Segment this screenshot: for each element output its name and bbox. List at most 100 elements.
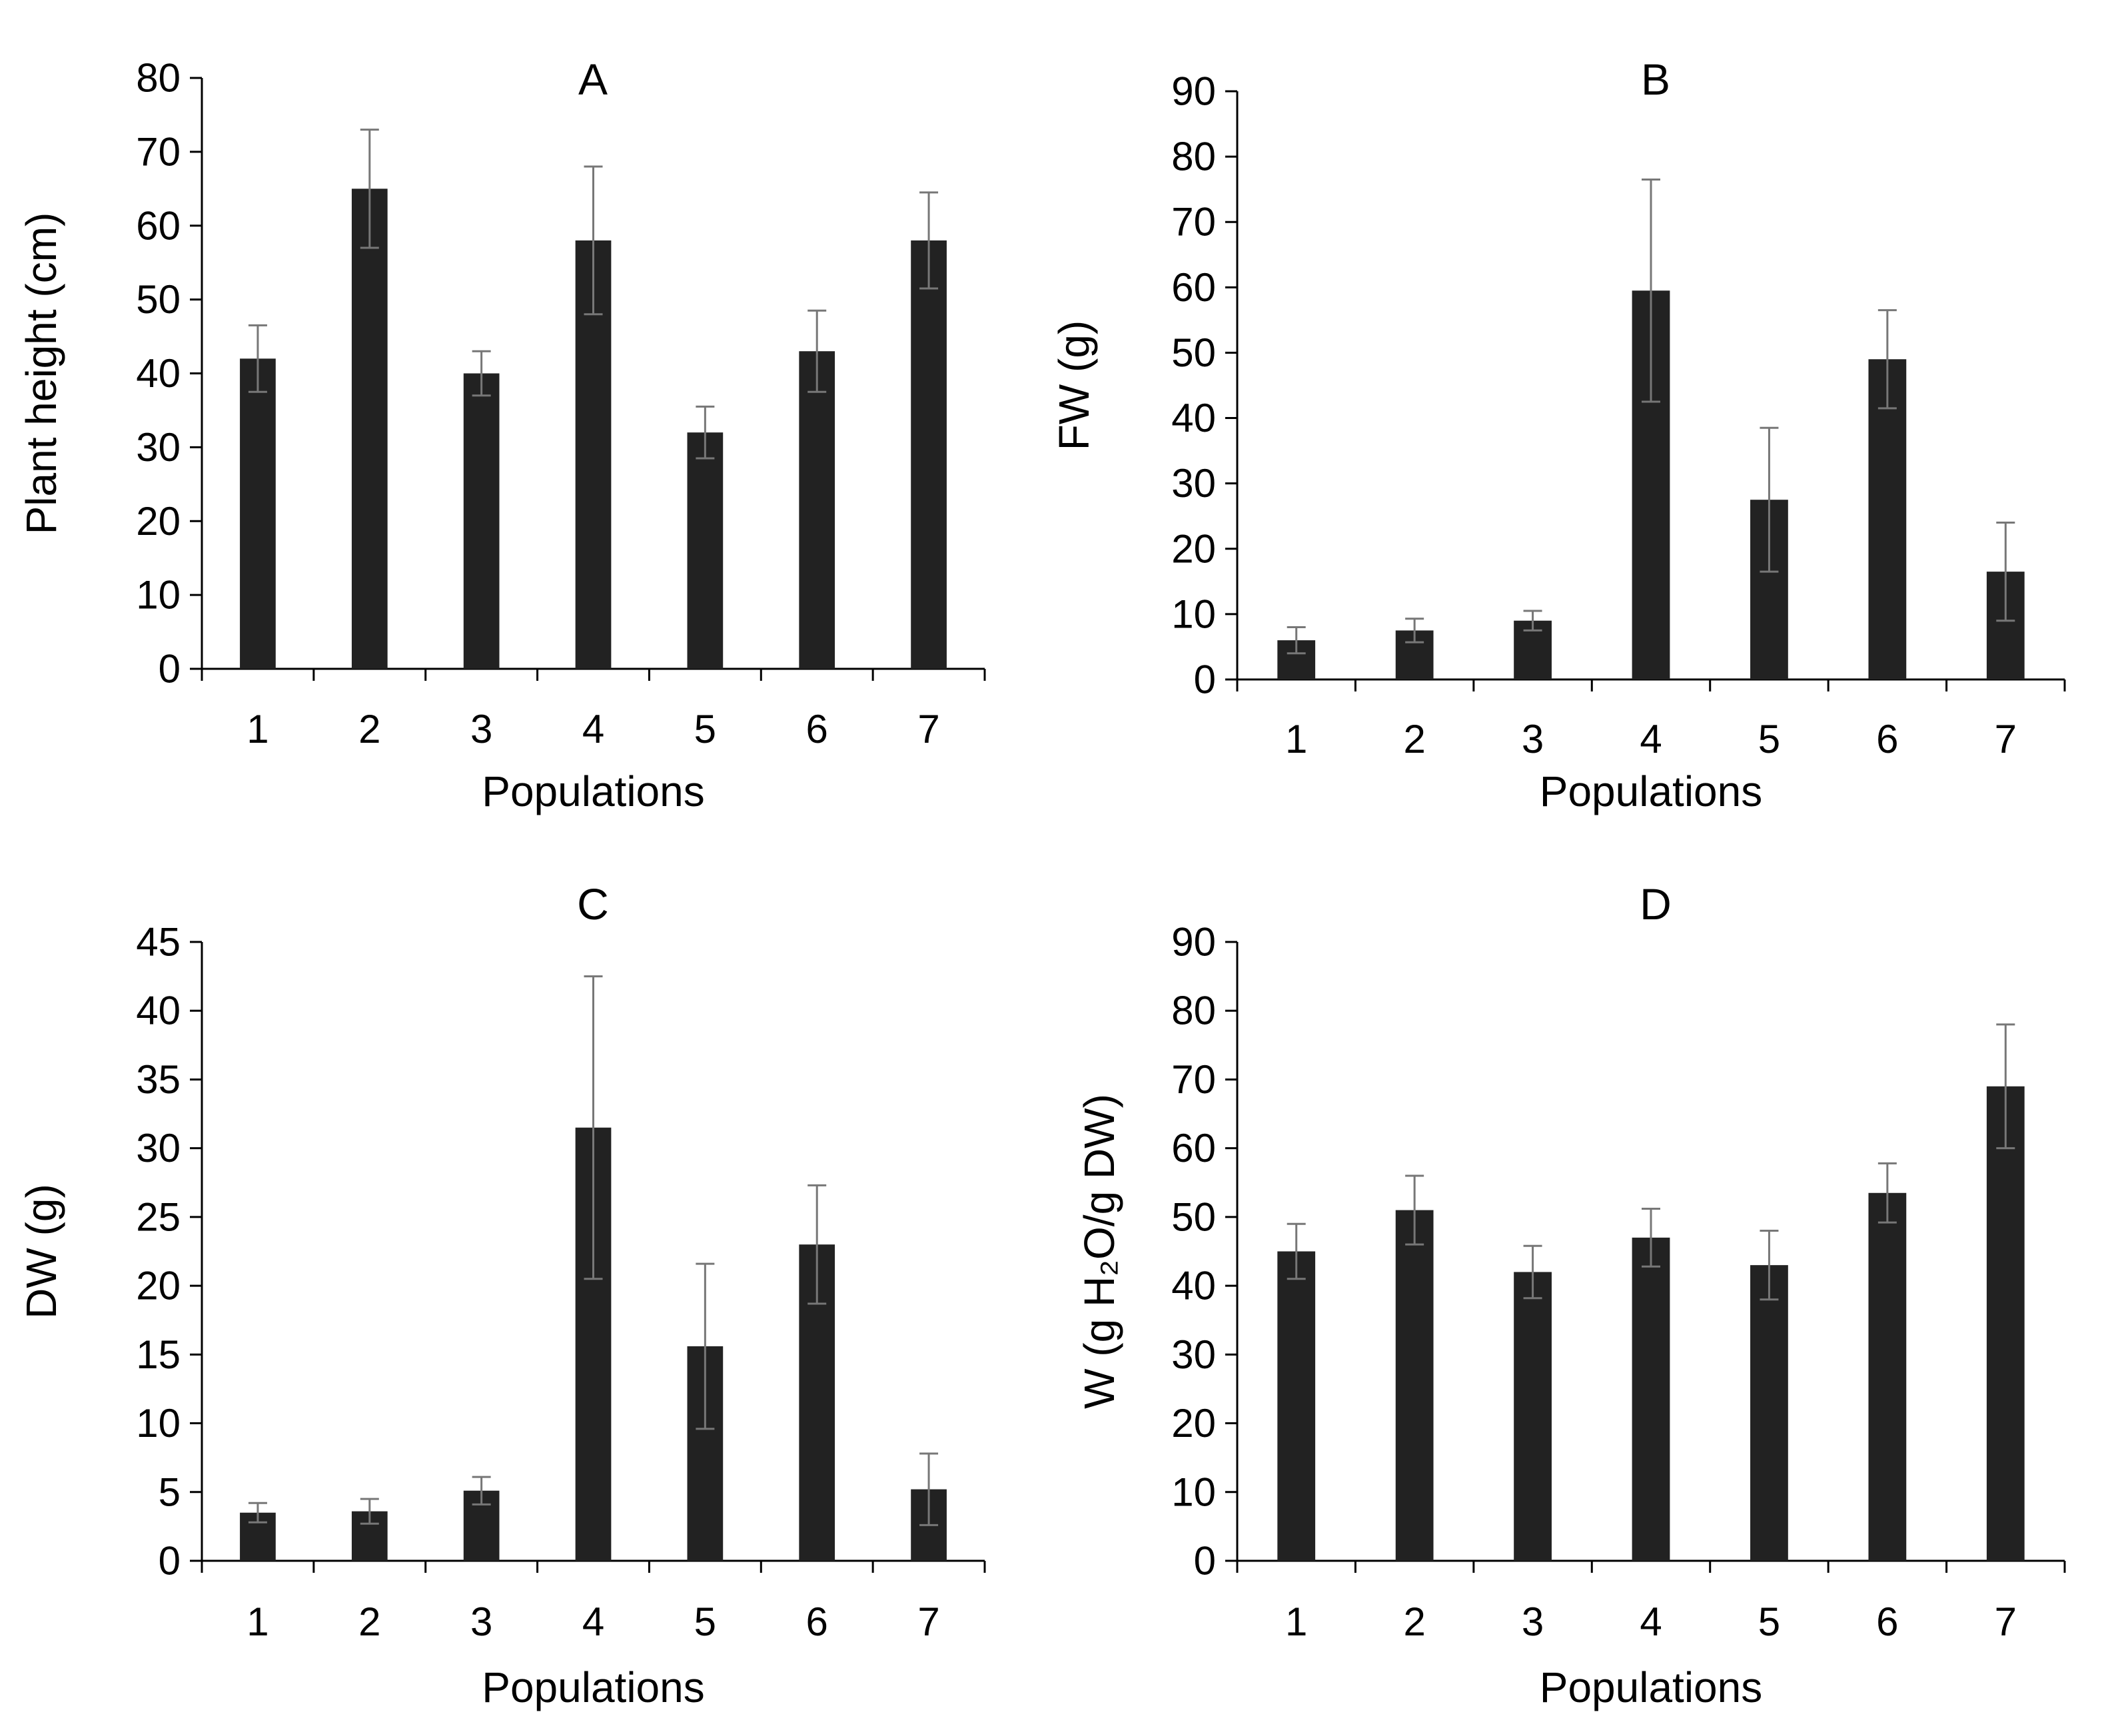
- x-tick-label: 4: [582, 1599, 604, 1644]
- y-tick-label: 10: [136, 573, 181, 618]
- y-tick-label: 10: [136, 1401, 181, 1446]
- error-bar: [696, 405, 715, 460]
- bar: [1868, 1192, 1907, 1561]
- y-tick-label: 90: [1171, 920, 1216, 965]
- x-tick-label: 2: [358, 707, 380, 751]
- bar: [799, 351, 835, 669]
- y-tick-label: 0: [159, 1539, 181, 1583]
- x-tick-label: 5: [1758, 717, 1780, 761]
- y-tick-label: 35: [136, 1057, 181, 1102]
- bar: [1277, 1251, 1316, 1561]
- x-tick-label: 1: [1285, 1599, 1307, 1644]
- x-tick-label: 7: [1995, 717, 2017, 761]
- error-bar: [1760, 426, 1779, 573]
- error-bar: [248, 1502, 267, 1523]
- x-tick-label: 6: [806, 1599, 828, 1644]
- y-tick-label: 30: [1171, 461, 1216, 506]
- x-tick-label: 4: [582, 707, 604, 751]
- chart-a-title: A: [578, 55, 608, 104]
- bar: [1514, 1272, 1552, 1561]
- chart-c-x-axis-label: Populations: [482, 1663, 704, 1711]
- error-bar: [1642, 178, 1660, 403]
- error-bar: [472, 350, 491, 397]
- error-bar: [584, 165, 603, 316]
- bar: [463, 373, 500, 669]
- error-bar: [584, 975, 603, 1280]
- error-bar: [1287, 626, 1306, 655]
- error-bar: [1405, 618, 1424, 644]
- y-tick-label: 50: [1171, 1194, 1216, 1239]
- y-tick-label: 50: [136, 277, 181, 322]
- bar: [911, 240, 947, 669]
- chart-b: B FW (g) Populations 0 10 20 30 40 50 60 70 80 90 1 2 3…: [1050, 55, 2066, 815]
- error-bar: [696, 1262, 715, 1430]
- chart-d-title: D: [1640, 879, 1672, 929]
- y-tick-label: 20: [136, 499, 181, 544]
- x-tick-label: 7: [1995, 1599, 2017, 1644]
- x-tick-label: 2: [1403, 1599, 1425, 1644]
- error-bar: [1877, 309, 1897, 410]
- chart-b-x-axis-label: Populations: [1540, 767, 1762, 815]
- error-bar: [1877, 1162, 1897, 1224]
- y-tick-label: 20: [1171, 526, 1216, 571]
- x-tick-label: 3: [1522, 1599, 1544, 1644]
- error-bar: [360, 1498, 379, 1525]
- y-tick-label: 40: [136, 351, 181, 396]
- y-tick-label: 25: [136, 1194, 181, 1239]
- x-tick-label: 3: [1522, 717, 1544, 761]
- bar: [687, 432, 724, 669]
- chart-c-y-axis-label: DW (g): [17, 1184, 65, 1319]
- x-tick-label: 2: [1403, 717, 1425, 761]
- bar: [240, 358, 276, 669]
- y-tick-label: 70: [136, 129, 181, 174]
- y-tick-label: 40: [1171, 1264, 1216, 1308]
- chart-b-y-axis-label: FW (g): [1050, 320, 1098, 451]
- y-tick-label: 80: [1171, 135, 1216, 179]
- error-bar: [1287, 1222, 1306, 1280]
- x-tick-label: 4: [1640, 717, 1662, 761]
- chart-d-x-axis-label: Populations: [1540, 1663, 1762, 1711]
- bar: [351, 189, 388, 669]
- chart-a-y-axis-label: Plant height (cm): [17, 213, 65, 535]
- error-bar: [248, 324, 267, 393]
- y-tick-label: 40: [1171, 396, 1216, 440]
- error-bar: [1760, 1230, 1779, 1301]
- y-tick-label: 0: [1194, 657, 1216, 702]
- x-tick-label: 3: [470, 1599, 492, 1644]
- x-tick-label: 5: [694, 707, 716, 751]
- error-bar: [1996, 1023, 2015, 1150]
- chart-c-title: C: [577, 879, 609, 929]
- x-tick-label: 7: [917, 1599, 939, 1644]
- y-tick-label: 60: [1171, 1126, 1216, 1170]
- error-bar: [919, 1452, 939, 1526]
- x-tick-label: 3: [470, 707, 492, 751]
- x-tick-label: 1: [247, 707, 268, 751]
- chart-a-x-axis-label: Populations: [482, 767, 704, 815]
- x-tick-label: 6: [1876, 1599, 1898, 1644]
- error-bar: [472, 1476, 491, 1506]
- chart-d: D W (g H₂O/g DW) Populations 0 10 20 30 40 50 60 7…: [1075, 879, 2066, 1711]
- x-tick-label: 1: [1285, 717, 1307, 761]
- bar: [1632, 1237, 1670, 1561]
- error-bar: [807, 309, 827, 393]
- x-tick-label: 5: [694, 1599, 716, 1644]
- x-tick-label: 7: [917, 707, 939, 751]
- y-tick-label: 40: [136, 989, 181, 1033]
- error-bar: [1642, 1208, 1660, 1268]
- y-tick-label: 20: [1171, 1401, 1216, 1446]
- y-tick-label: 45: [136, 920, 181, 965]
- error-bar: [1523, 1244, 1542, 1300]
- x-tick-label: 6: [1876, 717, 1898, 761]
- bar: [1986, 1086, 2025, 1561]
- y-tick-label: 60: [136, 203, 181, 248]
- y-tick-label: 10: [1171, 592, 1216, 636]
- y-tick-label: 0: [1194, 1539, 1216, 1583]
- y-tick-label: 30: [1171, 1332, 1216, 1377]
- error-bar: [807, 1184, 827, 1305]
- y-tick-label: 80: [136, 56, 181, 101]
- y-tick-label: 70: [1171, 200, 1216, 244]
- y-tick-label: 30: [136, 1126, 181, 1170]
- x-tick-label: 6: [806, 707, 828, 751]
